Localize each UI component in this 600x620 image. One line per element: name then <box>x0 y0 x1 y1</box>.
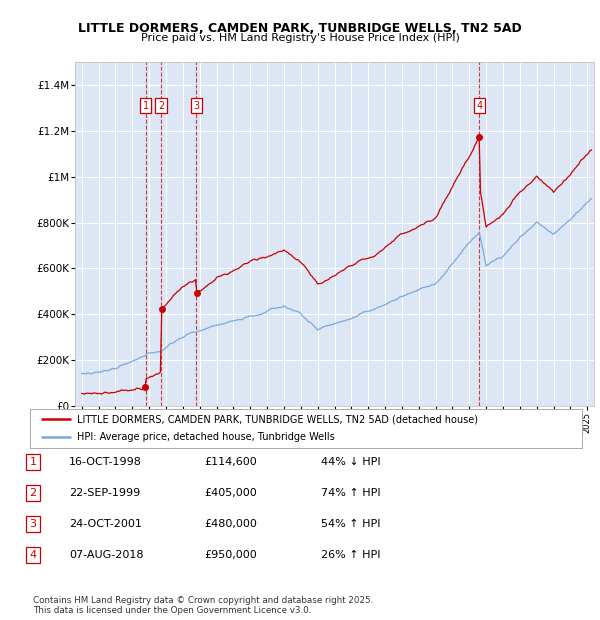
Text: 2: 2 <box>158 100 164 110</box>
Text: 26% ↑ HPI: 26% ↑ HPI <box>321 550 380 560</box>
Text: £405,000: £405,000 <box>204 488 257 498</box>
Text: 44% ↓ HPI: 44% ↓ HPI <box>321 457 380 467</box>
Text: LITTLE DORMERS, CAMDEN PARK, TUNBRIDGE WELLS, TN2 5AD (detached house): LITTLE DORMERS, CAMDEN PARK, TUNBRIDGE W… <box>77 414 478 424</box>
Text: 24-OCT-2001: 24-OCT-2001 <box>69 519 142 529</box>
Text: 3: 3 <box>29 519 37 529</box>
Text: Contains HM Land Registry data © Crown copyright and database right 2025.
This d: Contains HM Land Registry data © Crown c… <box>33 596 373 615</box>
Text: 2: 2 <box>29 488 37 498</box>
Text: £480,000: £480,000 <box>204 519 257 529</box>
Text: 1: 1 <box>143 100 149 110</box>
Text: 1: 1 <box>29 457 37 467</box>
Text: 3: 3 <box>193 100 200 110</box>
Text: 4: 4 <box>476 100 482 110</box>
Text: Price paid vs. HM Land Registry's House Price Index (HPI): Price paid vs. HM Land Registry's House … <box>140 33 460 43</box>
Text: £114,600: £114,600 <box>204 457 257 467</box>
Text: 74% ↑ HPI: 74% ↑ HPI <box>321 488 380 498</box>
Text: 4: 4 <box>29 550 37 560</box>
Text: 16-OCT-1998: 16-OCT-1998 <box>69 457 142 467</box>
Text: LITTLE DORMERS, CAMDEN PARK, TUNBRIDGE WELLS, TN2 5AD: LITTLE DORMERS, CAMDEN PARK, TUNBRIDGE W… <box>78 22 522 35</box>
Text: 54% ↑ HPI: 54% ↑ HPI <box>321 519 380 529</box>
Text: 07-AUG-2018: 07-AUG-2018 <box>69 550 143 560</box>
Text: HPI: Average price, detached house, Tunbridge Wells: HPI: Average price, detached house, Tunb… <box>77 432 335 442</box>
Text: 22-SEP-1999: 22-SEP-1999 <box>69 488 140 498</box>
Text: £950,000: £950,000 <box>204 550 257 560</box>
